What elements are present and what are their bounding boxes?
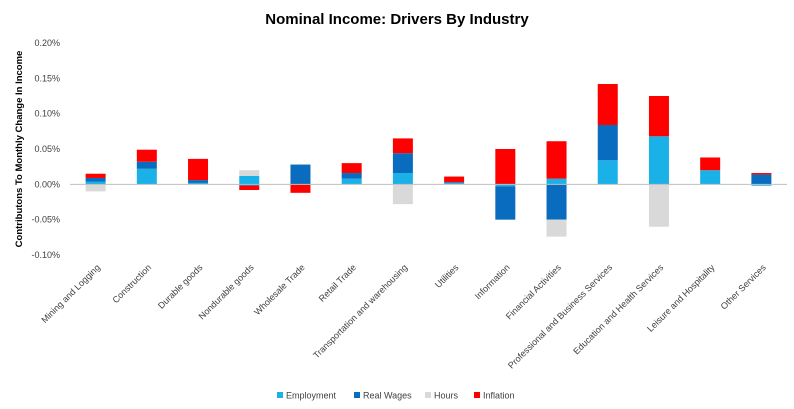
bar-segment [648, 96, 669, 137]
bar-segment [290, 164, 311, 185]
legend-item: Hours [425, 391, 459, 401]
bar-segment [444, 176, 465, 183]
bar-segment [546, 141, 567, 179]
bar-segment [136, 161, 157, 169]
y-tick-label: 0.10% [34, 109, 60, 119]
bar-segment [188, 180, 209, 183]
bar-segment [341, 163, 362, 174]
bars [85, 83, 772, 237]
legend-label: Real Wages [363, 391, 412, 401]
legend-item: Inflation [474, 391, 515, 401]
bar-segment [188, 158, 209, 181]
x-tick-label: Information [473, 262, 512, 301]
bar-segment [341, 173, 362, 179]
x-tick-label: Professional and Business Services [506, 262, 615, 371]
x-tick-label: Financial Activities [504, 262, 563, 321]
legend-swatch [474, 392, 480, 398]
bar-segment [136, 149, 157, 162]
bar-segment [751, 174, 772, 185]
bar-segment [597, 83, 618, 125]
bar-segment [700, 170, 721, 185]
x-tick-label: Nondurable goods [197, 262, 256, 321]
bar-segment [546, 219, 567, 237]
chart-title: Nominal Income: Drivers By Industry [265, 11, 529, 28]
bar-segment [290, 184, 311, 193]
bar-segment [239, 170, 260, 176]
y-tick-label: 0.05% [34, 144, 60, 154]
x-tick-label: Education and Health Services [571, 262, 665, 356]
x-tick-label: Durable goods [156, 262, 205, 311]
legend-item: Employment [277, 391, 337, 401]
bar-segment [495, 184, 516, 187]
bar-segment [546, 184, 567, 220]
bar-segment [85, 184, 106, 192]
bar-segment [392, 184, 413, 205]
y-tick-label: 0.20% [34, 38, 60, 48]
bar-segment [648, 184, 669, 227]
bar-segment [239, 185, 260, 190]
bar-segment [188, 182, 209, 185]
legend-label: Inflation [483, 391, 515, 401]
x-tick-label: Retail Trade [317, 262, 358, 303]
bar-segment [444, 182, 465, 183]
bar-segment [597, 124, 618, 161]
bar-segment [495, 186, 516, 220]
bar-segment [648, 136, 669, 185]
bar-segment [85, 181, 106, 185]
bar-segment [341, 178, 362, 185]
x-tick-label: Other Services [719, 262, 769, 312]
y-tick-label: 0.15% [34, 73, 60, 83]
bar-segment [495, 149, 516, 185]
x-tick-label: Utilities [433, 262, 461, 290]
y-tick-label: -0.10% [31, 250, 60, 260]
y-tick-label: 0.00% [34, 179, 60, 189]
bar-segment [85, 173, 106, 178]
bar-segment [444, 182, 465, 185]
bar-segment [392, 153, 413, 174]
legend-item: Real Wages [354, 391, 412, 401]
x-tick-label: Mining and Logging [39, 262, 102, 325]
legend-label: Employment [286, 391, 337, 401]
bar-segment [597, 160, 618, 185]
bar-segment [239, 184, 260, 186]
bar-segment [392, 173, 413, 185]
y-tick-label: -0.05% [31, 215, 60, 225]
bar-segment [751, 184, 772, 186]
bar-segment [751, 173, 772, 175]
bar-segment [239, 175, 260, 185]
bar-segment [136, 168, 157, 185]
y-axis-ticks: -0.10% -0.05% 0.00% 0.05% 0.10% 0.15% 0.20% [31, 38, 60, 260]
bar-segment [546, 178, 567, 185]
x-axis-labels: Mining and Logging Construction Durable go… [39, 262, 768, 371]
bar-segment [392, 138, 413, 154]
bar-segment [85, 177, 106, 182]
bar-segment [700, 157, 721, 171]
legend-label: Hours [434, 391, 459, 401]
legend-swatch [425, 392, 431, 398]
legend-swatch [277, 392, 283, 398]
x-tick-label: Wholesale Trade [252, 262, 307, 317]
legend: Employment Real Wages Hours Inflation [277, 391, 515, 401]
x-tick-label: Transportation and warehousing [311, 262, 409, 360]
x-tick-label: Construction [110, 262, 153, 305]
y-axis-label: Contributons To Monthly Change In Income [14, 51, 25, 248]
legend-swatch [354, 392, 360, 398]
